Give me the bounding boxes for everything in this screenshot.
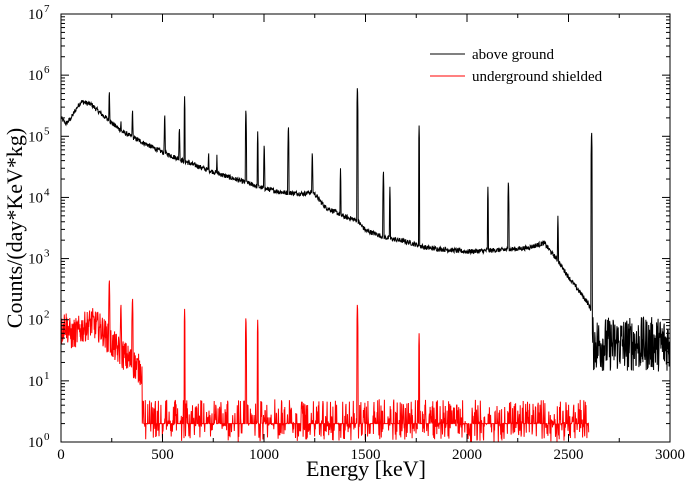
- x-tick-label: 0: [57, 447, 65, 463]
- x-tick-label: 500: [151, 447, 174, 463]
- x-tick-label: 3000: [655, 447, 685, 463]
- y-tick-exponent: 3: [44, 248, 50, 260]
- y-tick-exponent: 6: [44, 64, 50, 76]
- y-tick-label: 10: [28, 68, 43, 84]
- legend: above ground underground shielded: [430, 47, 603, 85]
- y-axis-title: Counts/(day*KeV*kg): [2, 128, 27, 328]
- y-tick-exponent: 2: [44, 309, 50, 321]
- y-tick-label: 10: [28, 190, 43, 206]
- y-tick-exponent: 1: [44, 370, 50, 382]
- y-tick-exponent: 0: [44, 431, 50, 443]
- y-tick-exponent: 4: [44, 186, 50, 198]
- y-tick-label: 10: [28, 129, 43, 145]
- plot-lines: [60, 88, 671, 443]
- series-line-0: [60, 88, 671, 372]
- series-line-1: [60, 280, 590, 443]
- x-tick-label: 1500: [351, 447, 381, 463]
- y-tick-label: 10: [28, 313, 43, 329]
- y-tick-label: 10: [28, 252, 43, 268]
- legend-label-underground-shielded: underground shielded: [472, 69, 603, 85]
- y-tick-label: 10: [28, 7, 43, 23]
- legend-label-above-ground: above ground: [472, 47, 555, 63]
- y-tick-exponent: 5: [44, 125, 50, 137]
- x-tick-label: 1000: [249, 447, 279, 463]
- x-tick-label: 2000: [452, 447, 482, 463]
- y-tick-label: 10: [28, 435, 43, 451]
- y-tick-label: 10: [28, 374, 43, 390]
- x-axis-ticks: 0 500 1000 1500 2000 2500 3000: [57, 14, 685, 463]
- x-tick-label: 2500: [554, 447, 584, 463]
- x-axis-title: Energy [keV]: [306, 456, 426, 481]
- y-tick-exponent: 7: [44, 3, 50, 15]
